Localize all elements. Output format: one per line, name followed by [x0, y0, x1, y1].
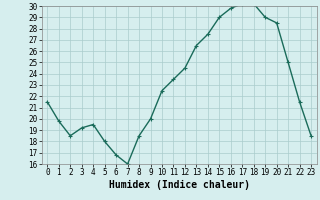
X-axis label: Humidex (Indice chaleur): Humidex (Indice chaleur): [109, 180, 250, 190]
